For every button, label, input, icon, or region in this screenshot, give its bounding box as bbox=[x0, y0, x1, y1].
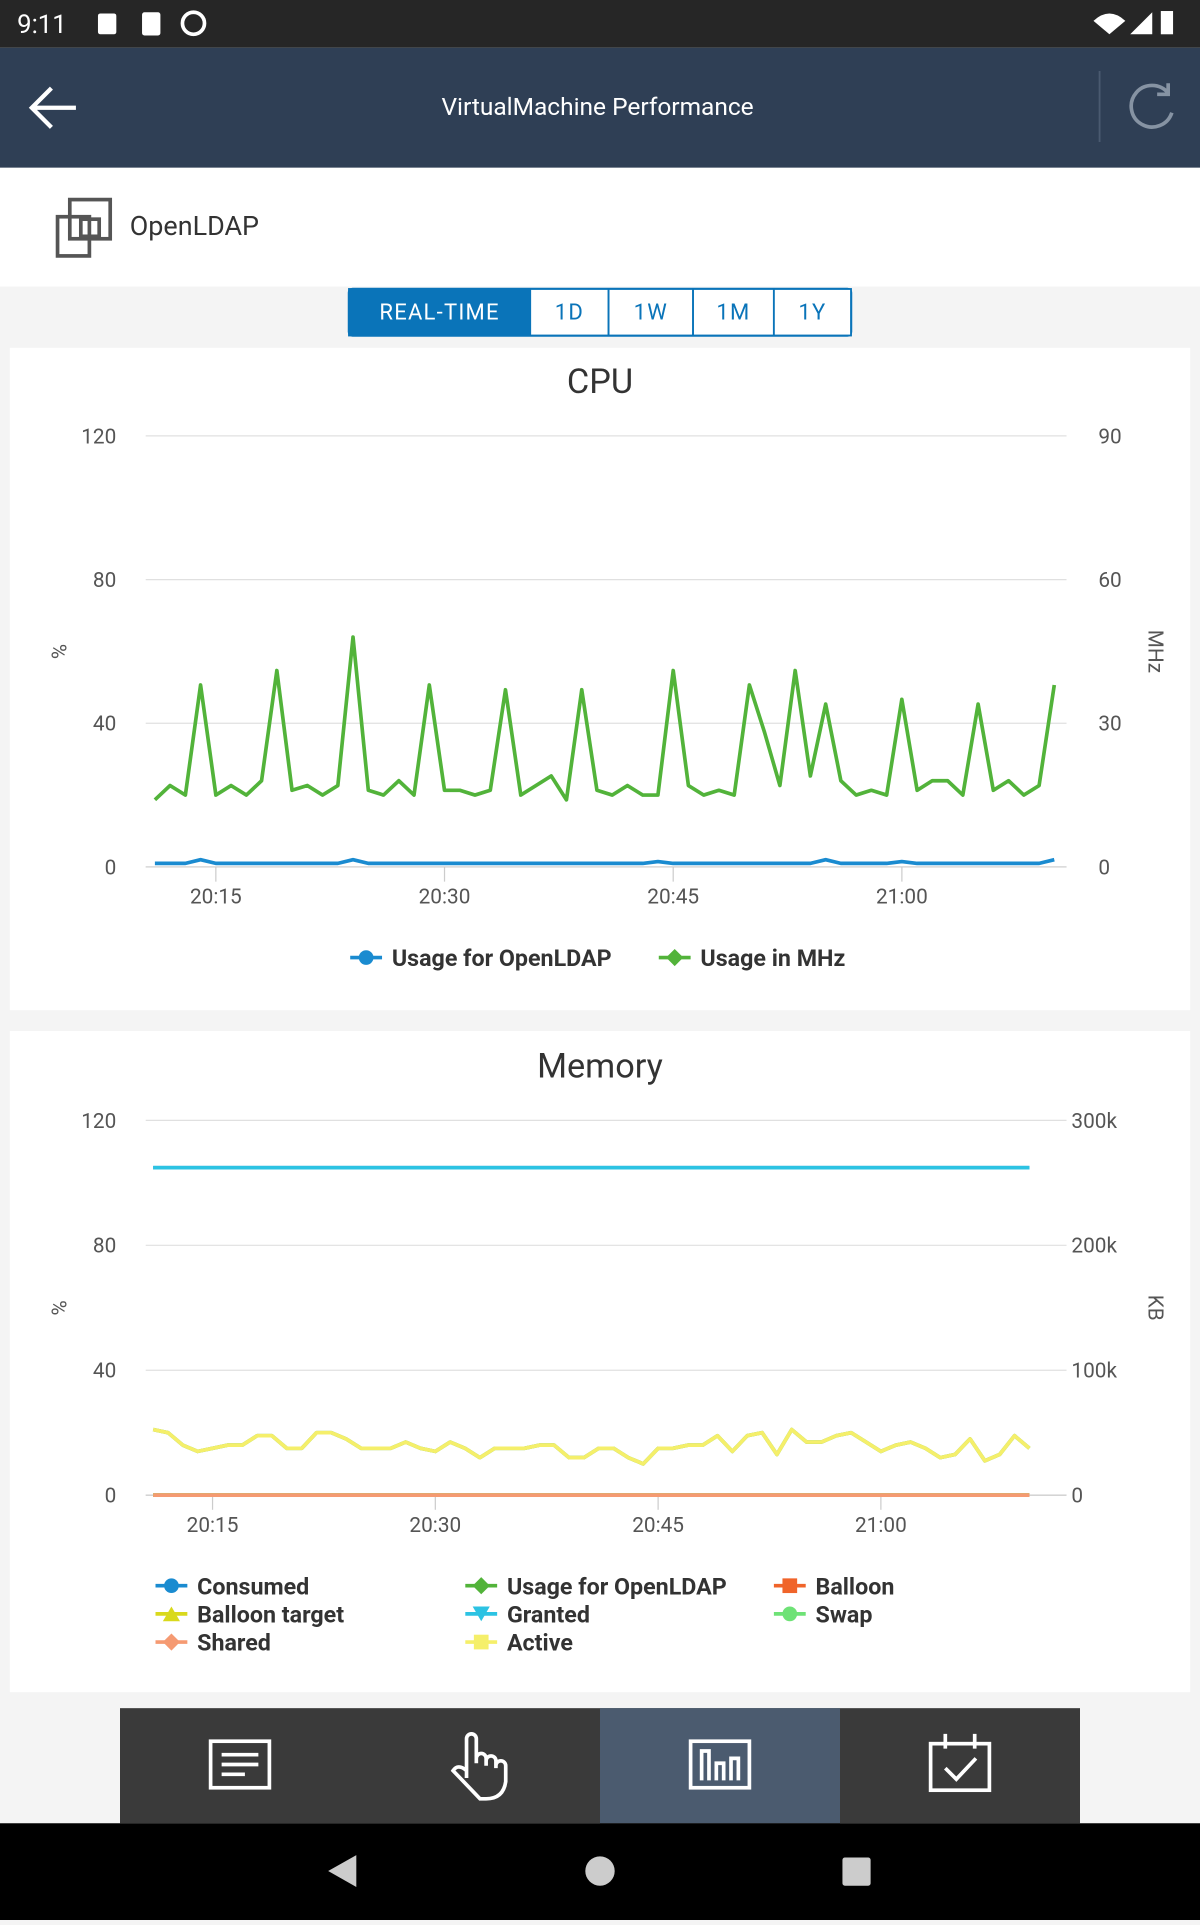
legend-label: Balloon bbox=[816, 1572, 895, 1600]
tab[interactable] bbox=[692, 288, 775, 337]
system-buttons bbox=[328, 1855, 871, 1887]
vm-icon bbox=[55, 197, 113, 258]
tab[interactable] bbox=[607, 288, 694, 337]
y-tick-label: 80 bbox=[93, 1235, 116, 1259]
x-tick-label: 20:30 bbox=[409, 1514, 461, 1538]
refresh-button[interactable] bbox=[1129, 83, 1174, 129]
y2-tick-label: 200k bbox=[1071, 1235, 1117, 1259]
nav-tasks[interactable] bbox=[928, 1733, 992, 1793]
tab-label[interactable]: 1M bbox=[716, 301, 750, 326]
status-bar bbox=[0, 0, 1200, 48]
legend-label: Consumed bbox=[197, 1572, 309, 1600]
y2-axis-label: KB bbox=[1143, 1295, 1167, 1321]
legend-label: Usage in MHz bbox=[700, 944, 845, 972]
sys-recent[interactable] bbox=[842, 1857, 871, 1886]
legend-marker bbox=[162, 1606, 180, 1622]
y2-tick-label: 100k bbox=[1071, 1360, 1117, 1384]
legend-marker bbox=[472, 1606, 490, 1622]
legend-marker bbox=[782, 1606, 798, 1622]
chart-title: Memory bbox=[537, 1047, 663, 1087]
legend-label: Active bbox=[507, 1629, 573, 1657]
nav-selected bbox=[600, 1708, 840, 1824]
legend-label: Usage for OpenLDAP bbox=[507, 1572, 727, 1600]
legend-label: Swap bbox=[816, 1600, 873, 1628]
legend-label: Usage for OpenLDAP bbox=[392, 944, 612, 972]
sys-home[interactable] bbox=[585, 1856, 615, 1886]
range-tabs: REAL-TIME 1D 1W 1M 1Y bbox=[347, 287, 853, 337]
memory-card bbox=[9, 1031, 1191, 1693]
legend-label: Granted bbox=[507, 1600, 590, 1628]
tab[interactable] bbox=[348, 288, 532, 337]
nav-summary[interactable] bbox=[208, 1739, 272, 1790]
sys-back[interactable] bbox=[328, 1855, 357, 1887]
y-axis-label: % bbox=[45, 1300, 69, 1315]
y-tick-label: 40 bbox=[93, 1360, 116, 1384]
y-tick-label: 120 bbox=[81, 1110, 116, 1134]
series-line bbox=[154, 857, 1055, 866]
legend-label: Balloon target bbox=[197, 1600, 344, 1628]
legend-marker bbox=[782, 1578, 798, 1594]
legend-marker bbox=[164, 1578, 179, 1594]
y2-tick-label: 0 bbox=[1098, 856, 1110, 880]
vm-name: OpenLDAP bbox=[130, 210, 259, 242]
x-tick-label: 20:45 bbox=[632, 1514, 684, 1538]
legend-marker bbox=[473, 1634, 489, 1650]
nav-actions[interactable] bbox=[450, 1732, 508, 1801]
x-tick-label: 21:00 bbox=[855, 1514, 907, 1538]
y-tick-label: 120 bbox=[81, 425, 116, 449]
x-tick-label: 20:45 bbox=[647, 886, 699, 910]
x-tick-label: 20:15 bbox=[187, 1514, 239, 1538]
y2-tick-label: 0 bbox=[1071, 1484, 1083, 1508]
header bbox=[0, 167, 1200, 287]
status-time: 9:11 bbox=[17, 10, 67, 40]
legend-label: Shared bbox=[197, 1629, 271, 1657]
tab-label[interactable]: 1W bbox=[634, 301, 668, 326]
tab[interactable] bbox=[529, 288, 610, 337]
series-line bbox=[152, 1427, 1031, 1466]
nav-performance[interactable] bbox=[688, 1739, 752, 1790]
app-bar bbox=[0, 47, 1200, 168]
cpu-card bbox=[9, 347, 1191, 1011]
y2-tick-label: 60 bbox=[1098, 569, 1121, 593]
tab-label[interactable]: 1Y bbox=[798, 301, 826, 326]
y-tick-label: 0 bbox=[105, 1484, 117, 1508]
x-tick-label: 20:15 bbox=[190, 886, 242, 910]
back-button[interactable] bbox=[28, 86, 76, 129]
y2-tick-label: 90 bbox=[1098, 425, 1121, 449]
y2-tick-label: 300k bbox=[1071, 1110, 1117, 1134]
legend-marker bbox=[162, 1633, 180, 1651]
legend-marker bbox=[666, 948, 684, 967]
legend-marker bbox=[358, 950, 374, 965]
charts: CPU 0 40 80 120 0 30 60 90 20:15 20:30 20:45 21:00% M… bbox=[45, 362, 1166, 1657]
chart-title: CPU bbox=[567, 362, 633, 402]
y2-axis-label: MHz bbox=[1143, 630, 1167, 673]
app-title: VirtualMachine Performance bbox=[441, 92, 753, 121]
x-tick-label: 20:30 bbox=[419, 886, 471, 910]
y-tick-label: 40 bbox=[93, 713, 116, 737]
x-tick-label: 21:00 bbox=[876, 886, 928, 910]
nav-icons bbox=[208, 1732, 992, 1801]
tab[interactable] bbox=[772, 288, 852, 337]
y-tick-label: 0 bbox=[105, 856, 117, 880]
y2-tick-label: 30 bbox=[1098, 713, 1121, 737]
tab-label[interactable]: 1D bbox=[555, 301, 584, 326]
y-axis-label: % bbox=[45, 644, 69, 659]
tab-label[interactable]: REAL-TIME bbox=[379, 301, 499, 326]
series-line bbox=[153, 635, 1057, 802]
y-tick-label: 80 bbox=[93, 569, 116, 593]
